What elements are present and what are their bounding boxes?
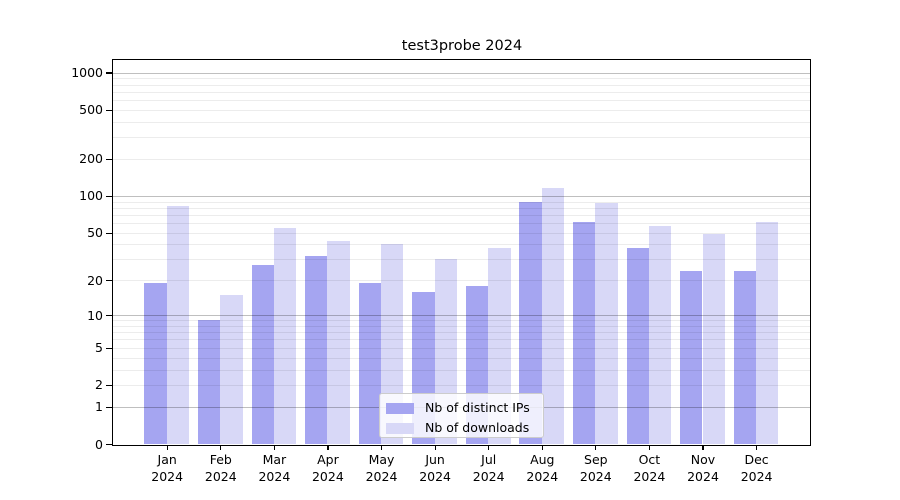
x-tick-label-sep: Sep 2024 <box>579 452 612 484</box>
x-tick-label-feb: Feb 2024 <box>204 452 237 484</box>
y-tick-mark <box>105 232 113 234</box>
x-tick-mark <box>488 445 490 450</box>
bar-aug-downloads <box>541 188 565 444</box>
x-tick-mark <box>541 445 543 450</box>
x-tick-label-jan: Jan 2024 <box>151 452 184 484</box>
x-tick-label-jul: Jul 2024 <box>472 452 505 484</box>
bars-layer <box>113 60 810 445</box>
x-tick-label-may: May 2024 <box>365 452 398 484</box>
x-tick-label-oct: Oct 2024 <box>633 452 666 484</box>
y-tick-label: 200 <box>79 151 103 167</box>
y-tick-mark <box>105 406 113 408</box>
y-tick-label: 1000 <box>71 65 103 80</box>
x-tick-label-jun: Jun 2024 <box>419 452 451 484</box>
y-tick-mark <box>105 280 113 282</box>
legend: Nb of distinct IPs Nb of downloads <box>379 393 544 438</box>
y-tick-mark <box>105 195 113 198</box>
y-tick-label: 1 <box>95 399 103 415</box>
x-tick-mark <box>595 445 597 450</box>
bar-feb-downloads <box>220 294 243 444</box>
bar-oct-distinct-ips <box>626 248 649 444</box>
legend-swatch-distinct-ips <box>386 402 414 414</box>
bar-nov-distinct-ips <box>680 270 703 444</box>
y-tick-mark <box>105 315 113 317</box>
bar-dec-distinct-ips <box>733 270 757 444</box>
y-tick-mark <box>105 443 113 446</box>
legend-label-distinct-ips: Nb of distinct IPs <box>425 400 530 415</box>
bar-dec-downloads <box>756 222 779 444</box>
bar-sep-distinct-ips <box>572 222 596 444</box>
x-tick-label-dec: Dec 2024 <box>740 452 773 484</box>
x-tick-mark <box>166 445 168 450</box>
x-tick-mark <box>327 445 329 450</box>
y-tick-label: 5 <box>95 340 103 356</box>
x-tick-label-nov: Nov 2024 <box>687 452 719 484</box>
plot-area <box>112 59 811 446</box>
bar-jan-distinct-ips <box>144 282 167 444</box>
x-tick-mark <box>702 445 704 450</box>
y-tick-mark <box>105 347 113 349</box>
y-tick-label: 500 <box>79 102 103 118</box>
x-tick-label-apr: Apr 2024 <box>311 452 344 484</box>
x-tick-mark <box>648 445 651 450</box>
bar-may-distinct-ips <box>358 282 381 444</box>
y-tick-mark <box>105 384 113 387</box>
bar-oct-downloads <box>648 225 672 444</box>
y-tick-mark <box>105 109 113 111</box>
y-tick-mark <box>105 158 113 161</box>
y-tick-label: 0 <box>95 436 103 452</box>
bar-mar-distinct-ips <box>251 264 274 444</box>
bar-feb-distinct-ips <box>197 320 221 444</box>
bar-apr-downloads <box>327 240 350 444</box>
bar-apr-distinct-ips <box>305 256 328 444</box>
y-tick-label: 2 <box>95 377 103 393</box>
x-tick-mark <box>434 445 436 450</box>
y-tick-label: 100 <box>79 188 103 204</box>
y-tick-mark <box>105 72 113 74</box>
y-tick-label: 20 <box>87 272 103 288</box>
bar-mar-downloads <box>273 227 297 444</box>
bar-aug-distinct-ips <box>519 201 542 444</box>
y-tick-label: 10 <box>87 307 103 323</box>
bar-jan-downloads <box>166 205 190 444</box>
y-tick-label: 50 <box>87 225 103 241</box>
bar-sep-downloads <box>595 203 618 444</box>
legend-item-downloads: Nb of downloads <box>386 420 543 436</box>
legend-swatch-downloads <box>386 422 414 434</box>
x-tick-mark <box>756 445 758 450</box>
chart-title: test3probe 2024 <box>401 38 523 54</box>
x-tick-mark <box>273 445 276 450</box>
legend-item-distinct-ips: Nb of distinct IPs <box>386 400 543 416</box>
legend-label-downloads: Nb of downloads <box>425 420 530 435</box>
x-tick-label-mar: Mar 2024 <box>258 452 291 484</box>
bar-nov-downloads <box>702 233 725 444</box>
x-tick-label-aug: Aug 2024 <box>526 452 559 484</box>
x-tick-mark <box>380 445 383 450</box>
x-tick-mark <box>220 445 222 450</box>
